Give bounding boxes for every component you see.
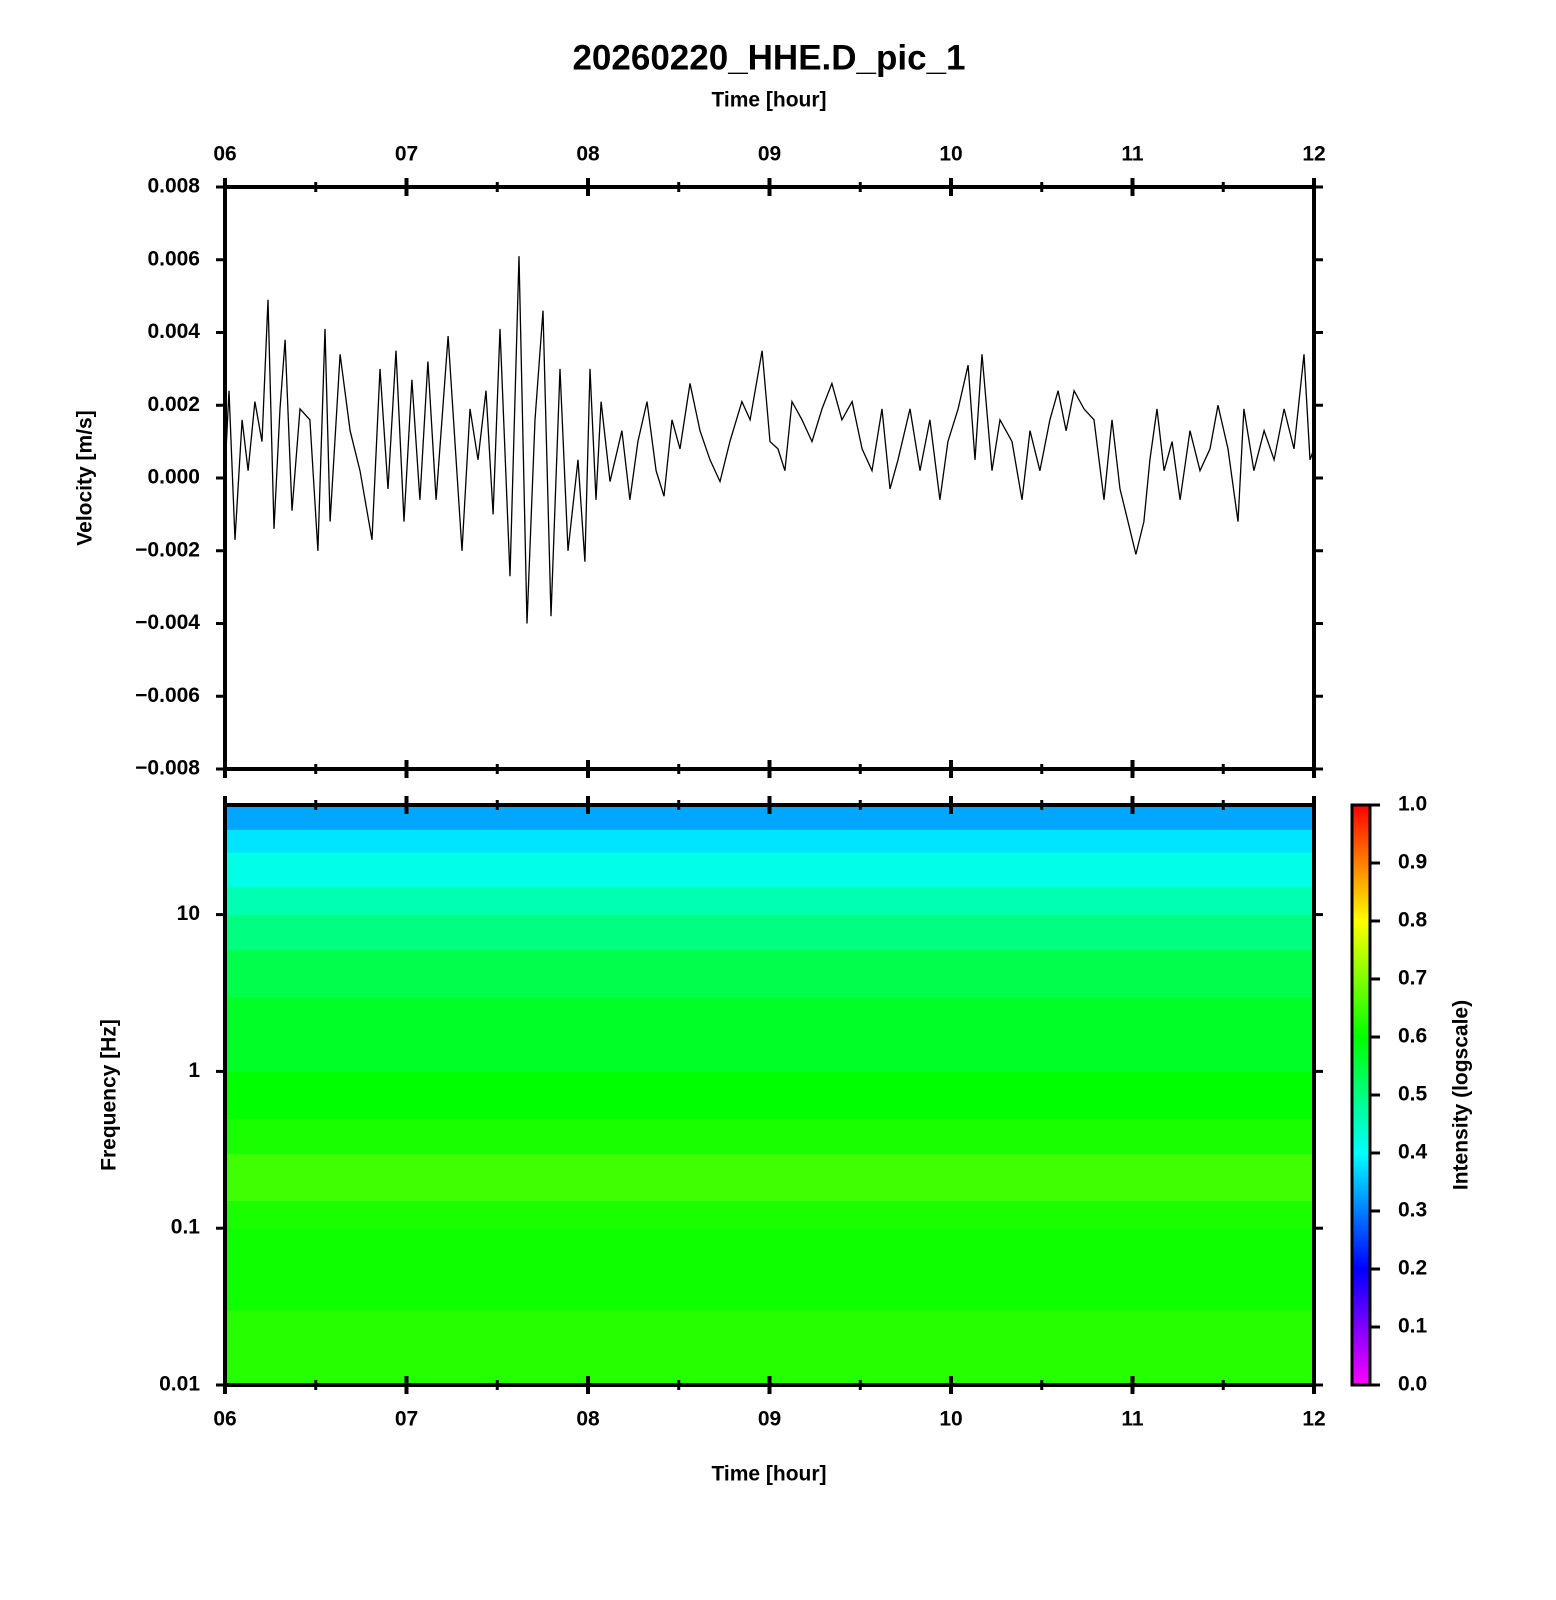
y-axis-label: Velocity [m/s] <box>74 410 97 545</box>
colorbar-tick-label: 0.1 <box>1398 1315 1428 1338</box>
colorbar-tick-label: 0.8 <box>1398 909 1428 932</box>
chart-title: 20260220_HHE.D_pic_1 <box>572 38 965 77</box>
colorbar-tick-label: 0.2 <box>1398 1257 1427 1280</box>
colorbar-tick-label: 0.9 <box>1398 851 1427 874</box>
colorbar-tick-label: 0.6 <box>1398 1025 1427 1048</box>
y-tick-label: 0.000 <box>147 466 200 489</box>
x-tick-label: 11 <box>1121 1408 1144 1431</box>
spectrogram-band <box>225 996 1314 1072</box>
y-tick-label: 10 <box>177 902 200 925</box>
colorbar-tick-label: 0.4 <box>1398 1141 1428 1164</box>
y-tick-label: −0.006 <box>135 684 200 707</box>
spectrogram-band <box>225 1071 1314 1120</box>
x-tick-label: 09 <box>758 143 781 166</box>
x-tick-label: 08 <box>576 143 600 166</box>
spectrogram-band <box>225 914 1314 950</box>
x-tick-label: 07 <box>395 143 418 166</box>
colorbar-tick-label: 0.0 <box>1398 1373 1427 1396</box>
x-tick-label: 10 <box>939 1408 962 1431</box>
y-tick-label: 0.1 <box>171 1216 201 1239</box>
y-tick-label: 1 <box>188 1059 200 1082</box>
spectrogram-band <box>225 1118 1314 1154</box>
x-tick-label: 06 <box>213 1408 236 1431</box>
x-tick-label: 10 <box>939 143 962 166</box>
y-tick-label: −0.008 <box>135 757 200 780</box>
spectrogram-band <box>225 1228 1314 1311</box>
x-axis-label: Time [hour] <box>711 1463 826 1486</box>
x-tick-label: 12 <box>1302 143 1325 166</box>
spectrogram-band <box>225 852 1314 888</box>
x-tick-label: 06 <box>213 143 236 166</box>
spectrogram-band <box>225 949 1314 998</box>
y-tick-label: −0.002 <box>135 538 200 561</box>
y-tick-label: 0.002 <box>147 393 200 416</box>
x-axis-label: Time [hour] <box>711 89 826 112</box>
x-tick-label: 11 <box>1121 143 1144 166</box>
spectrogram-band <box>225 886 1314 916</box>
x-tick-label: 12 <box>1302 1408 1325 1431</box>
y-tick-label: 0.006 <box>147 247 200 270</box>
colorbar-tick-label: 0.7 <box>1398 967 1427 990</box>
spectrogram-band <box>225 1200 1314 1229</box>
colorbar-tick-label: 1.0 <box>1398 793 1427 816</box>
colorbar <box>1350 803 1372 1387</box>
y-tick-label: −0.004 <box>135 611 200 634</box>
y-tick-label: 0.008 <box>147 175 200 198</box>
y-tick-label: 0.004 <box>147 320 200 343</box>
colorbar-label: Intensity (logscale) <box>1450 1000 1473 1190</box>
colorbar-tick-label: 0.5 <box>1398 1083 1428 1106</box>
spectrogram-band <box>225 1310 1314 1386</box>
waveform <box>224 256 1315 624</box>
x-tick-label: 09 <box>758 1408 781 1431</box>
spectrogram-band <box>225 1153 1314 1202</box>
y-tick-label: 0.01 <box>159 1373 200 1396</box>
x-tick-label: 07 <box>395 1408 418 1431</box>
spectrogram-band <box>225 829 1314 853</box>
y-axis-label: Frequency [Hz] <box>98 1019 121 1171</box>
colorbar-tick-label: 0.3 <box>1398 1199 1427 1222</box>
x-tick-label: 08 <box>576 1408 600 1431</box>
